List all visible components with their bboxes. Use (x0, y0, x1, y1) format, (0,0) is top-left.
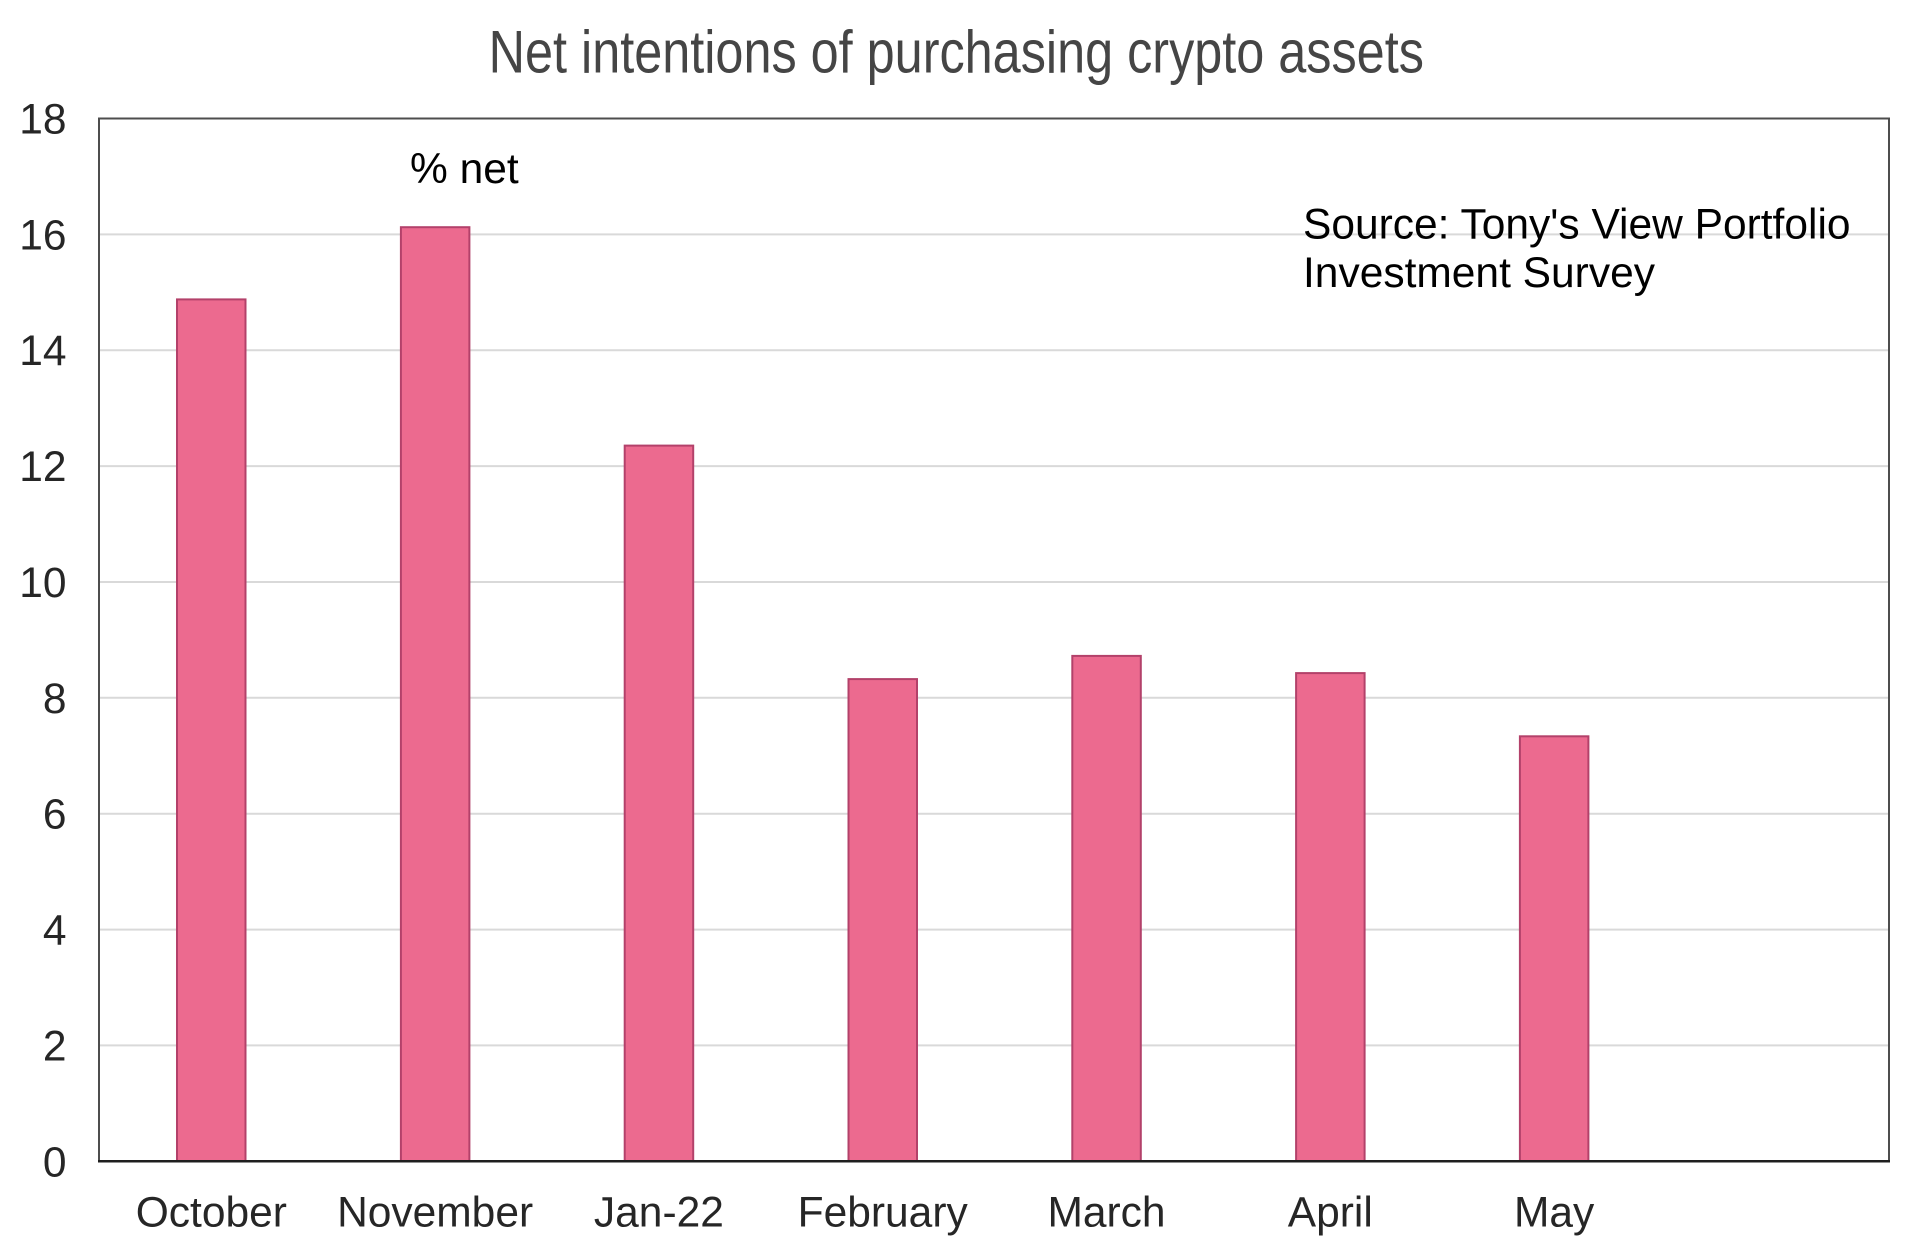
svg-text:% net: % net (410, 146, 519, 193)
svg-text:2: 2 (43, 1023, 67, 1070)
svg-text:May: May (1514, 1189, 1595, 1236)
svg-text:14: 14 (19, 328, 66, 375)
svg-text:Investment Survey: Investment Survey (1303, 250, 1656, 297)
svg-text:Jan-22: Jan-22 (594, 1189, 724, 1236)
svg-text:12: 12 (19, 444, 66, 491)
svg-text:4: 4 (43, 908, 67, 955)
svg-text:16: 16 (19, 212, 66, 259)
svg-text:10: 10 (19, 560, 66, 607)
svg-text:October: October (136, 1189, 287, 1236)
svg-text:November: November (337, 1189, 533, 1236)
svg-text:0: 0 (43, 1139, 67, 1186)
svg-text:March: March (1047, 1189, 1165, 1236)
svg-text:6: 6 (43, 792, 67, 839)
svg-text:Source: Tony's View Portfolio: Source: Tony's View Portfolio (1303, 201, 1851, 248)
svg-text:April: April (1288, 1189, 1373, 1236)
svg-text:Net intentions of purchasing c: Net intentions of purchasing crypto asse… (489, 18, 1424, 85)
svg-text:8: 8 (43, 676, 67, 723)
svg-text:18: 18 (19, 97, 66, 144)
svg-text:February: February (798, 1189, 969, 1236)
